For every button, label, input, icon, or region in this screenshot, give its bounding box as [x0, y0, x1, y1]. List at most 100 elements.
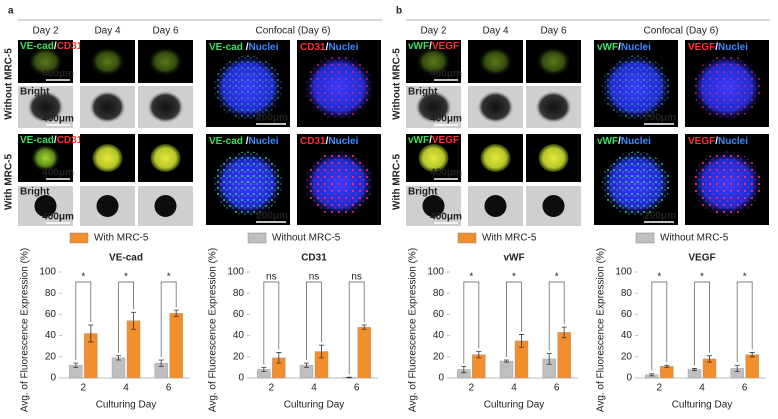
confocal-signal — [305, 151, 373, 216]
confocal-label-part: VE-cad — [209, 42, 246, 53]
error-bar — [361, 324, 367, 330]
error-bar — [304, 362, 309, 368]
stain-label-part: VE-cad — [20, 135, 54, 146]
stain-label-part: vWF — [408, 41, 429, 52]
chart-title: VE-cad — [109, 253, 143, 264]
stain-label: VE-cad/CD31 — [20, 135, 83, 146]
x-tick-label: 4 — [511, 383, 517, 394]
spheroid — [89, 91, 126, 123]
confocal-label-part: / — [715, 136, 718, 147]
y-tick-label: 20 — [233, 351, 245, 362]
spheroid — [30, 144, 61, 172]
error-bar — [319, 344, 324, 359]
significance-bracket — [506, 281, 522, 357]
chart-title: vWF — [503, 253, 524, 264]
x-axis-label: Culturing Day — [284, 400, 345, 411]
bar — [745, 354, 759, 379]
x-axis-label: Culturing Day — [484, 400, 545, 411]
confocal-label-part: VE-cad — [209, 136, 246, 147]
column-header: Confocal (Day 6) — [643, 26, 718, 37]
bright-label: Bright — [408, 187, 438, 198]
y-tick-label: 60 — [433, 309, 445, 320]
y-tick-label: 40 — [45, 330, 57, 341]
y-axis-label: Avg. of Fluorescence Expression (%) — [208, 248, 219, 412]
panel-label: b — [396, 6, 402, 17]
scale-label: 400μm — [430, 168, 462, 179]
error-bar — [461, 365, 467, 374]
bar — [357, 326, 371, 379]
legend-label: Without MRC-5 — [660, 233, 729, 244]
y-axis-label: Avg. of Fluorescence Expression (%) — [20, 248, 31, 412]
y-tick-label: 60 — [45, 309, 57, 320]
error-bar — [749, 352, 755, 358]
y-tick-label: 80 — [233, 288, 245, 299]
row-label: With MRC-5 — [4, 154, 15, 210]
legend-swatch — [635, 232, 655, 244]
spheroid — [96, 195, 119, 217]
spheroid — [150, 144, 181, 172]
spheroid — [27, 46, 64, 77]
y-tick-label: 80 — [433, 288, 445, 299]
confocal-label-part: CD31 — [300, 42, 326, 53]
confocal-label: vWF/Nuclei — [597, 42, 651, 53]
scale-label: 400μm — [42, 212, 74, 223]
error-bar — [561, 326, 567, 339]
x-axis-label: Culturing Day — [672, 400, 733, 411]
legend-label: With MRC-5 — [94, 233, 149, 244]
spheroid — [535, 91, 572, 123]
bar — [660, 366, 674, 379]
y-tick-label: 100 — [39, 267, 56, 278]
significance-bracket — [548, 281, 565, 351]
error-bar — [519, 334, 524, 348]
stain-label: vWF/VEGF — [408, 135, 459, 146]
spheroid — [538, 144, 569, 172]
significance-label: * — [700, 272, 704, 283]
confocal-label-part: / — [618, 136, 621, 147]
spheroid — [92, 144, 123, 172]
error-bar — [546, 353, 552, 365]
column-header: Day 4 — [482, 26, 509, 37]
bright-label: Bright — [20, 87, 50, 98]
x-tick-label: 6 — [166, 383, 172, 394]
row-label: Without MRC-5 — [392, 48, 403, 120]
significance-bracket — [306, 281, 322, 361]
confocal-label-part: Nuclei — [328, 42, 358, 53]
y-tick-label: 20 — [45, 351, 57, 362]
bar — [499, 360, 514, 379]
column-header: Day 2 — [420, 26, 447, 37]
significance-label: ns — [309, 272, 320, 283]
legend-swatch — [247, 232, 267, 244]
bright-label: Bright — [408, 87, 438, 98]
stain-label-part: / — [54, 135, 57, 146]
chart-title: CD31 — [301, 253, 327, 264]
confocal-label-part: / — [326, 42, 329, 53]
spheroid — [147, 46, 184, 77]
confocal-signal — [214, 151, 282, 216]
confocal-label-part: Nuclei — [328, 136, 358, 147]
error-bar — [664, 364, 670, 368]
spheroid — [415, 91, 452, 123]
confocal-label-part: Nuclei — [621, 136, 651, 147]
scale-label: 400μm — [430, 114, 462, 125]
column-header: Day 6 — [540, 26, 567, 37]
significance-bracket — [736, 281, 753, 363]
confocal-signal — [214, 55, 282, 120]
significance-bracket — [263, 281, 280, 365]
scale-label: 400μm — [430, 69, 462, 80]
significance-label: * — [81, 272, 85, 283]
spheroid — [89, 46, 126, 77]
error-bar — [73, 362, 79, 368]
confocal-label-part: / — [246, 42, 249, 53]
row-label: Without MRC-5 — [4, 48, 15, 120]
chart-title: VEGF — [688, 253, 715, 264]
column-header: Confocal (Day 6) — [255, 26, 330, 37]
y-tick-label: 40 — [621, 330, 633, 341]
confocal-label: vWF/Nuclei — [597, 136, 651, 147]
error-bar — [734, 364, 740, 373]
confocal-label-part: Nuclei — [248, 136, 278, 147]
error-bar — [476, 351, 482, 359]
column-header: Day 4 — [94, 26, 121, 37]
stain-label-part: / — [429, 41, 432, 52]
significance-bracket — [118, 281, 134, 353]
confocal-signal — [602, 55, 670, 120]
